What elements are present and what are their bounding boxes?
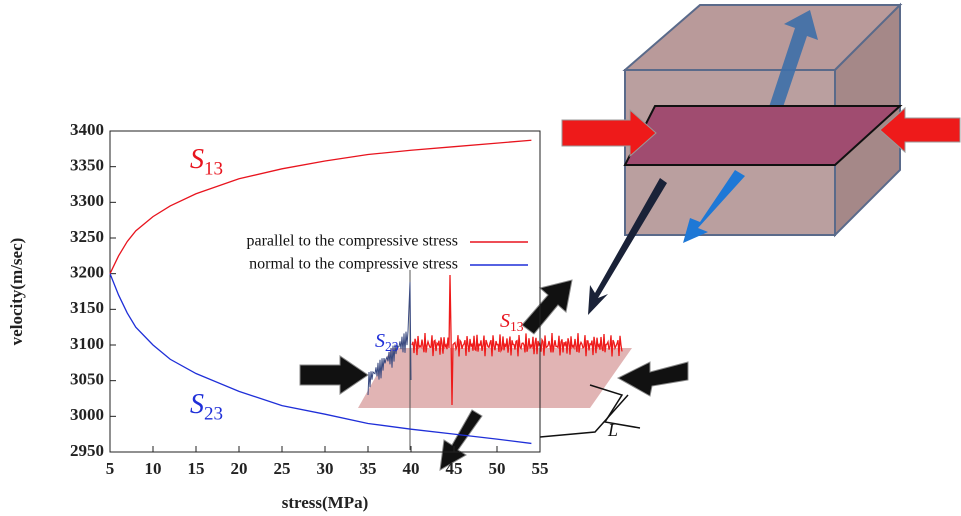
y-tick-label: 3400	[70, 120, 104, 139]
x-tick-label: 50	[489, 459, 506, 478]
x-tick-label: 15	[188, 459, 205, 478]
diagram-label: L	[607, 420, 618, 440]
diagram-label-main: L	[607, 420, 618, 440]
legend-label: parallel to the compressive stress	[247, 233, 459, 250]
x-tick-label: 30	[317, 459, 334, 478]
x-tick-label: 55	[532, 459, 549, 478]
annotation-main: S	[190, 144, 204, 175]
x-tick-label: 5	[106, 459, 115, 478]
diagram-label: S13	[500, 310, 524, 335]
annotation-subscript: 23	[204, 404, 223, 425]
y-tick-label: 3200	[70, 263, 104, 282]
annotation: S13	[190, 144, 223, 179]
annotation-main: S	[190, 389, 204, 420]
x-axis-label: stress(MPa)	[282, 493, 369, 512]
diagram-label: S23	[375, 330, 399, 355]
series-line	[110, 140, 531, 273]
y-tick-label: 3050	[70, 370, 104, 389]
chart: 2950300030503100315032003250330033503400…	[0, 0, 961, 516]
plane-diagram	[300, 270, 688, 470]
x-tick-label: 35	[360, 459, 377, 478]
y-tick-label: 3000	[70, 405, 104, 424]
y-axis-label: velocity(m/sec)	[7, 238, 26, 346]
diagram-label-main: S	[375, 330, 385, 352]
y-tick-label: 3350	[70, 156, 104, 175]
x-tick-label: 40	[403, 459, 420, 478]
cube-diagram	[562, 5, 960, 315]
y-tick-label: 2950	[70, 441, 104, 460]
y-tick-label: 3250	[70, 227, 104, 246]
x-tick-label: 20	[231, 459, 248, 478]
y-tick-label: 3300	[70, 191, 104, 210]
diagram-label-main: S	[500, 310, 510, 332]
legend-label: normal to the compressive stress	[249, 256, 458, 273]
annotation: S23	[190, 389, 223, 424]
diagram-label-subscript: 23	[385, 339, 399, 354]
x-tick-label: 10	[145, 459, 162, 478]
x-tick-label: 45	[446, 459, 463, 478]
y-tick-label: 3100	[70, 334, 104, 353]
annotation-subscript: 13	[204, 159, 223, 180]
y-tick-label: 3150	[70, 298, 104, 317]
x-tick-label: 25	[274, 459, 291, 478]
diagram-label-subscript: 13	[510, 319, 524, 334]
